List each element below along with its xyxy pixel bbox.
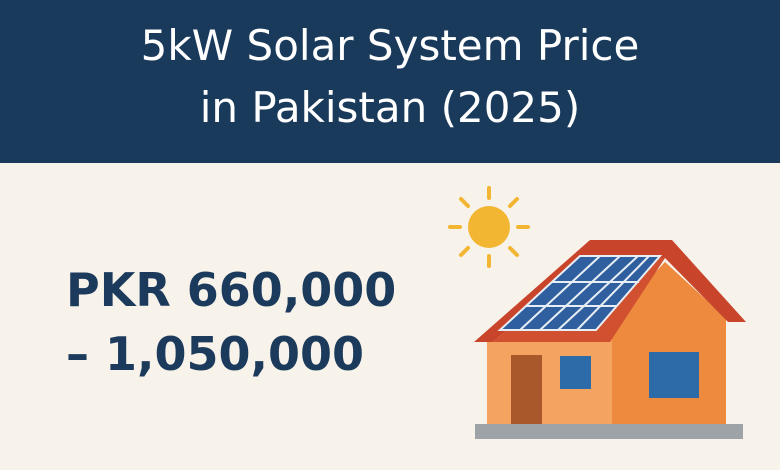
- ground: [475, 424, 743, 439]
- window: [649, 352, 699, 398]
- price-line: – 1,050,000: [66, 327, 364, 381]
- door: [511, 355, 542, 424]
- roof: [474, 240, 746, 342]
- price-line: PKR 660,000: [66, 263, 396, 317]
- solar-panel: [497, 255, 663, 331]
- window: [560, 356, 591, 389]
- header-band: [0, 0, 780, 163]
- front-wall: [487, 338, 612, 424]
- house: [474, 240, 746, 439]
- title-line: in Pakistan (2025): [200, 83, 581, 132]
- sun: [448, 186, 530, 268]
- gable: [612, 262, 726, 318]
- title-line: 5kW Solar System Price: [141, 21, 640, 70]
